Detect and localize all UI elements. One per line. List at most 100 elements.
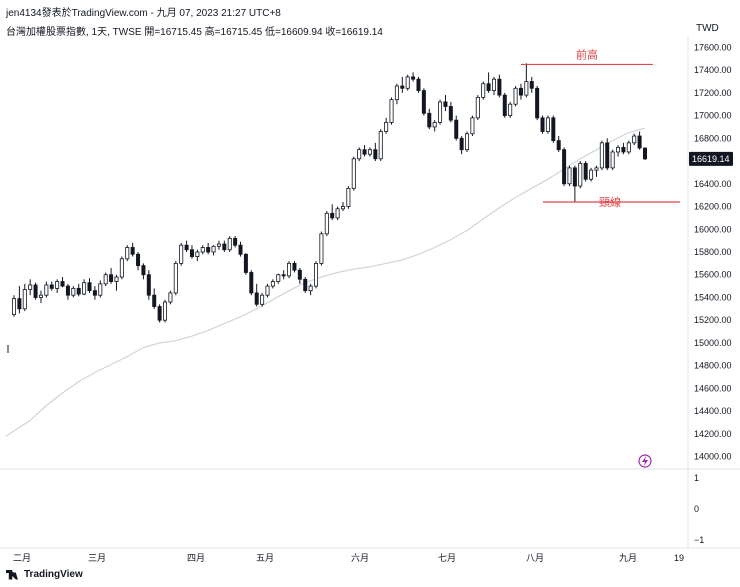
previous-high-label: 前高 <box>576 47 598 61</box>
y-tick-label: 15000.00 <box>694 338 732 348</box>
candle-body <box>610 151 615 169</box>
candle-body <box>303 278 308 292</box>
candle-body <box>189 249 194 257</box>
y-tick-label: 16400.00 <box>694 179 732 189</box>
candle-body <box>491 78 496 91</box>
candle-body <box>330 212 335 219</box>
candle-body <box>200 247 205 253</box>
candle-body <box>270 281 275 287</box>
candle-body <box>621 147 626 153</box>
candle-body <box>141 265 146 276</box>
candle-body <box>481 83 486 98</box>
candle-body <box>87 282 92 292</box>
lightning-bolt-glyph <box>642 456 648 466</box>
candle-body <box>195 251 200 257</box>
candle-body <box>578 162 583 187</box>
candle-body <box>216 243 221 247</box>
candle-body <box>211 245 216 253</box>
candle-body <box>324 212 329 235</box>
candle-body <box>233 237 238 246</box>
candle-body <box>405 76 410 89</box>
candle-body <box>33 284 38 298</box>
candle-body <box>92 290 97 296</box>
candle-body <box>643 147 648 160</box>
y-tick-label: 17200.00 <box>694 88 732 98</box>
candle-body <box>130 247 135 255</box>
candle-body <box>448 106 453 121</box>
time-axis-label: 五月 <box>256 553 274 563</box>
candle-body <box>11 298 16 315</box>
candle-body <box>146 274 151 296</box>
candle-body <box>249 272 254 294</box>
y-tick-label: 14400.00 <box>694 406 732 416</box>
candle-body <box>287 262 292 277</box>
footer-brand-label: TradingView <box>24 569 83 580</box>
candle-body <box>357 149 362 160</box>
candle-body <box>427 112 432 128</box>
candle-body <box>378 131 383 160</box>
candle-body <box>335 208 340 219</box>
candle-body <box>227 237 232 251</box>
y-tick-label: 16000.00 <box>694 224 732 234</box>
candle-body <box>545 117 550 132</box>
candle-body <box>632 135 637 144</box>
candle-body <box>65 285 70 296</box>
candle-body <box>373 149 378 160</box>
currency-label: TWD <box>696 23 719 34</box>
candle-body <box>243 253 248 273</box>
y-tick-label: 14000.00 <box>694 452 732 462</box>
time-axis-label: 七月 <box>438 553 456 563</box>
lightning-bolt-icon[interactable] <box>638 454 652 468</box>
sub-pane-tick-label: 1 <box>694 473 699 483</box>
candle-body <box>179 244 184 264</box>
candle-body <box>583 162 588 180</box>
candle-body <box>367 149 372 155</box>
candle-body <box>394 85 399 101</box>
candle-body <box>524 81 529 96</box>
candle-body <box>260 294 265 305</box>
candle-body <box>470 117 475 135</box>
time-axis-label: 八月 <box>526 553 544 563</box>
candle-body <box>281 274 286 277</box>
candle-body <box>44 284 49 296</box>
candle-body <box>502 94 507 116</box>
time-axis-label: 九月 <box>619 553 637 563</box>
symbol-info: 台灣加權股票指數, 1天, TWSE 開=16715.45 高=16715.45… <box>6 27 383 38</box>
sub-pane-tick-label: −1 <box>694 535 704 545</box>
candle-body <box>98 283 103 296</box>
footer-brand: TradingView <box>6 569 83 580</box>
candle-body <box>206 247 211 253</box>
candle-body <box>459 137 464 151</box>
last-price-tag <box>689 151 733 166</box>
candle-body <box>136 253 141 267</box>
candle-body <box>599 142 604 169</box>
candle-body <box>319 233 324 264</box>
y-tick-label: 15400.00 <box>694 292 732 302</box>
candle-body <box>254 292 259 305</box>
time-axis-label: 二月 <box>13 553 31 563</box>
last-price-label: 16619.14 <box>692 154 730 164</box>
candle-body <box>529 81 534 89</box>
candle-body <box>362 149 367 155</box>
candle-body <box>173 262 178 294</box>
y-tick-label: 15800.00 <box>694 247 732 257</box>
candle-body <box>438 101 443 123</box>
candle-body <box>55 281 60 289</box>
candle-body <box>340 206 345 210</box>
candle-body <box>475 96 480 119</box>
y-tick-label: 16200.00 <box>694 202 732 212</box>
candle-body <box>184 244 189 251</box>
candle-body <box>637 135 642 149</box>
candle-body <box>22 289 27 310</box>
candle-body <box>125 247 130 260</box>
candle-body <box>163 301 168 321</box>
candle-body <box>486 83 491 91</box>
candle-body <box>38 294 43 298</box>
candle-body <box>82 282 87 295</box>
candle-body <box>421 90 426 114</box>
candle-body <box>308 285 313 292</box>
time-axis-label: 19 <box>674 553 684 563</box>
candle-body <box>314 262 319 287</box>
candle-body <box>432 122 437 128</box>
